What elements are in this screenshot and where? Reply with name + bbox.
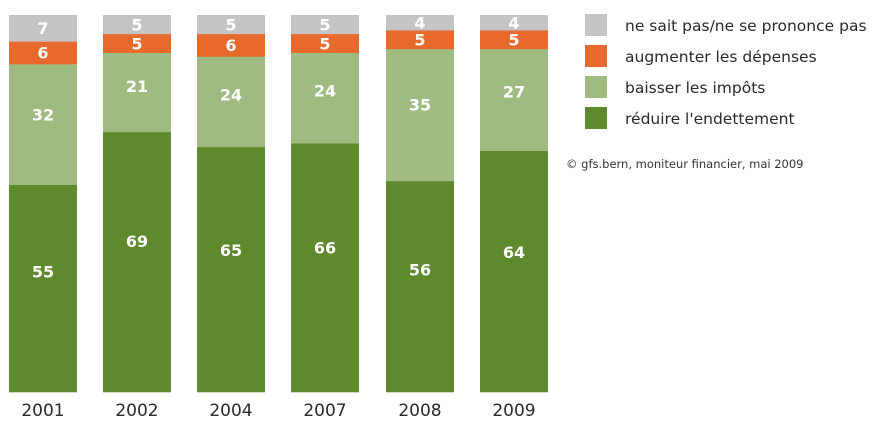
bar-segment-augmenter-les-depenses-2009 (480, 30, 548, 50)
bar-segment-baisser-les-impots-2002 (103, 52, 171, 133)
value-label-augmenter-les-depenses-2007: 5 (319, 34, 330, 53)
bar-segment-ne-sait-pas-ne-se-prononce-pas-2009 (480, 15, 548, 31)
category-label-2001: 2001 (21, 401, 64, 421)
value-label-ne-sait-pas-ne-se-prononce-pas-2007: 5 (319, 15, 330, 34)
value-label-ne-sait-pas-ne-se-prononce-pas-2001: 7 (37, 19, 48, 38)
bar-segment-reduire-l-endettement-2002 (103, 131, 171, 393)
bar-segment-baisser-les-impots-2008 (386, 48, 454, 182)
category-label-2004: 2004 (209, 401, 252, 421)
legend-swatch-augmenter-les-depenses (585, 45, 607, 67)
value-label-baisser-les-impots-2007: 24 (314, 82, 336, 101)
value-label-augmenter-les-depenses-2002: 5 (131, 34, 142, 53)
bar-segment-ne-sait-pas-ne-se-prononce-pas-2001 (9, 15, 77, 42)
value-label-ne-sait-pas-ne-se-prononce-pas-2009: 4 (508, 14, 519, 33)
value-label-baisser-les-impots-2002: 21 (126, 77, 148, 96)
bar-segment-reduire-l-endettement-2001 (9, 184, 77, 393)
category-label-2007: 2007 (303, 401, 346, 421)
bar-segment-augmenter-les-depenses-2002 (103, 33, 171, 53)
bar-segment-ne-sait-pas-ne-se-prononce-pas-2002 (103, 15, 171, 35)
value-label-baisser-les-impots-2008: 35 (409, 95, 431, 114)
value-label-augmenter-les-depenses-2001: 6 (37, 44, 48, 63)
value-label-baisser-les-impots-2004: 24 (220, 85, 242, 104)
value-label-reduire-l-endettement-2009: 64 (503, 243, 525, 262)
category-label-2002: 2002 (115, 401, 158, 421)
bar-segment-ne-sait-pas-ne-se-prononce-pas-2004 (197, 15, 265, 35)
category-labels: 2001 2002 2004 2007 2008 2009 (21, 401, 535, 421)
legend-label-baisser-les-impots: baisser les impôts (625, 79, 765, 97)
bar-segment-reduire-l-endettement-2007 (291, 143, 359, 393)
value-label-reduire-l-endettement-2001: 55 (32, 263, 54, 282)
bar-segment-reduire-l-endettement-2008 (386, 180, 454, 393)
bar-segment-augmenter-les-depenses-2001 (9, 41, 77, 65)
bar-segment-reduire-l-endettement-2004 (197, 146, 265, 393)
bar-segment-ne-sait-pas-ne-se-prononce-pas-2008 (386, 15, 454, 31)
bar-segment-reduire-l-endettement-2009 (480, 150, 548, 393)
value-label-baisser-les-impots-2009: 27 (503, 83, 525, 102)
value-label-ne-sait-pas-ne-se-prononce-pas-2004: 5 (225, 15, 236, 34)
category-label-2009: 2009 (492, 401, 535, 421)
legend-swatch-baisser-les-impots (585, 76, 607, 98)
value-label-baisser-les-impots-2001: 32 (32, 106, 54, 125)
bar-segment-augmenter-les-depenses-2008 (386, 30, 454, 50)
bar-segment-baisser-les-impots-2004 (197, 56, 265, 148)
legend: ne sait pas/ne se prononce pas augmenter … (585, 14, 867, 129)
legend-swatch-reduire-l-endettement (585, 107, 607, 129)
legend-label-ne-sait-pas-ne-se-prononce-pas: ne sait pas/ne se prononce pas (625, 17, 867, 35)
value-label-reduire-l-endettement-2008: 56 (409, 261, 431, 280)
value-label-reduire-l-endettement-2002: 69 (126, 232, 148, 251)
value-label-ne-sait-pas-ne-se-prononce-pas-2002: 5 (131, 15, 142, 34)
bar-segment-baisser-les-impots-2007 (291, 52, 359, 144)
legend-label-reduire-l-endettement: réduire l'endettement (625, 110, 795, 128)
source-note: © gfs.bern, moniteur financier, mai 2009 (566, 157, 804, 171)
value-label-augmenter-les-depenses-2008: 5 (414, 31, 425, 50)
bar-segment-baisser-les-impots-2009 (480, 48, 548, 152)
bar-segment-baisser-les-impots-2001 (9, 64, 77, 185)
legend-label-augmenter-les-depenses: augmenter les dépenses (625, 48, 817, 66)
value-label-reduire-l-endettement-2007: 66 (314, 239, 336, 258)
value-label-reduire-l-endettement-2004: 65 (220, 241, 242, 260)
value-label-ne-sait-pas-ne-se-prononce-pas-2008: 4 (414, 14, 425, 33)
value-label-augmenter-les-depenses-2004: 6 (225, 36, 236, 55)
bar-segment-ne-sait-pas-ne-se-prononce-pas-2007 (291, 15, 359, 35)
category-label-2008: 2008 (398, 401, 441, 421)
legend-swatch-ne-sait-pas-ne-se-prononce-pas (585, 14, 607, 36)
bar-segment-augmenter-les-depenses-2004 (197, 33, 265, 57)
value-label-augmenter-les-depenses-2009: 5 (508, 31, 519, 50)
bar-segment-augmenter-les-depenses-2007 (291, 33, 359, 53)
